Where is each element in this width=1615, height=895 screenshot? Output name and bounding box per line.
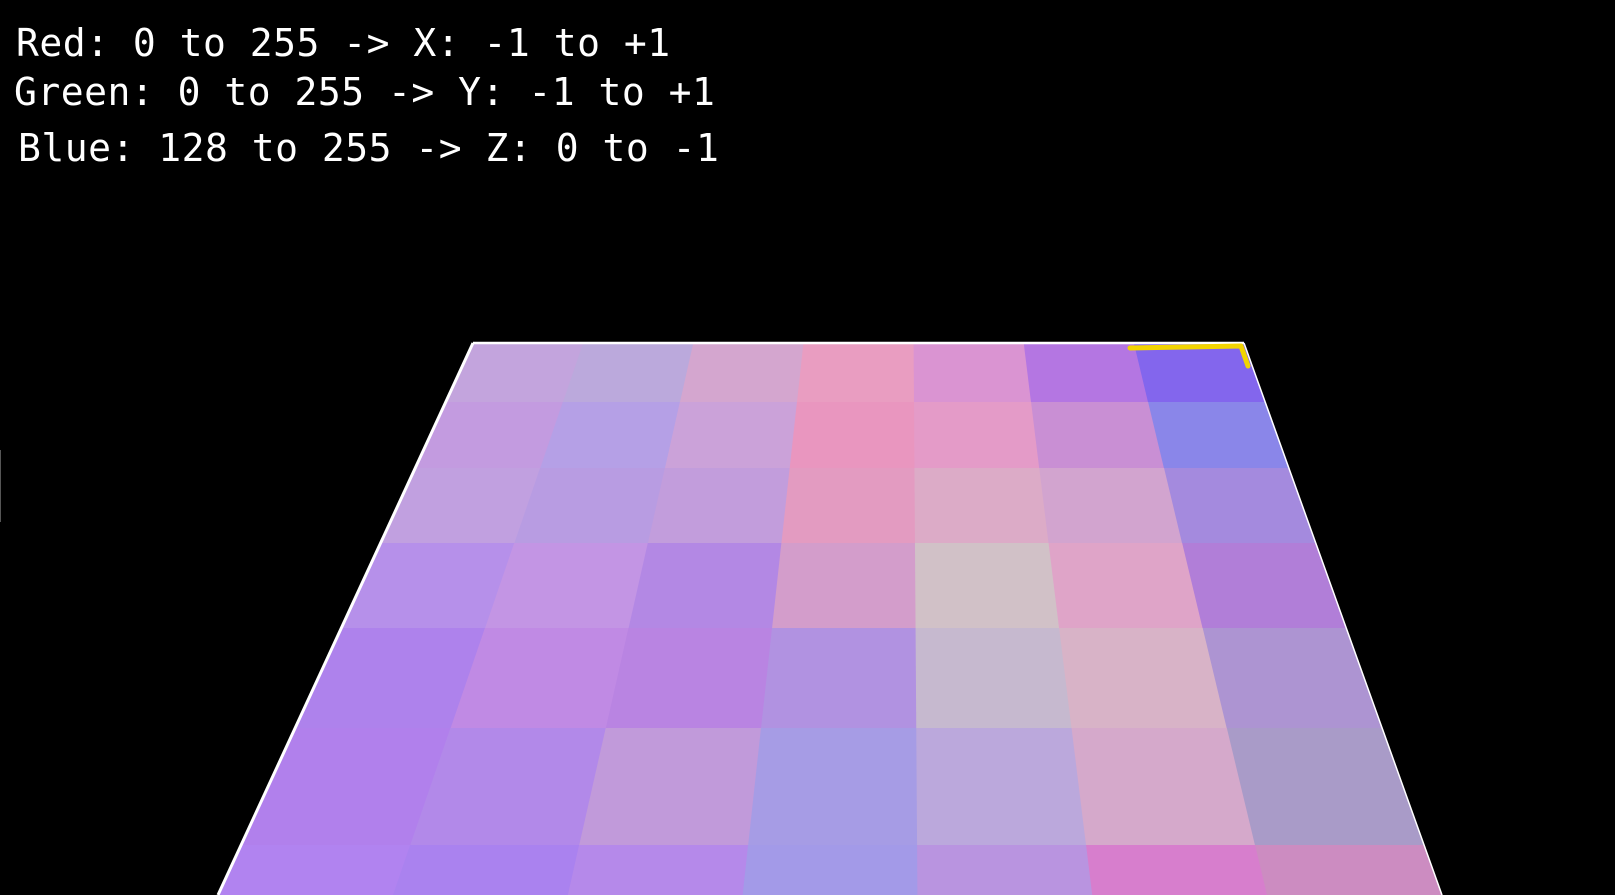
plane-tile (772, 543, 917, 629)
plane-tile (913, 343, 1032, 403)
plane-right-edge (1243, 342, 1443, 895)
plane-tile (917, 845, 1093, 895)
plane-tile (1086, 845, 1268, 895)
plane-tile (241, 728, 452, 846)
plane-tile (914, 468, 1050, 544)
plane-tile (579, 728, 762, 846)
plane-tile (914, 543, 1060, 629)
plane-tile (605, 628, 773, 729)
plane-tile (450, 628, 630, 729)
plane-tile (380, 468, 541, 544)
plane-tile (1059, 628, 1228, 729)
plane-tile (514, 468, 666, 544)
plane-tile (484, 543, 649, 629)
plane-tile (567, 845, 749, 895)
plane-tile (540, 402, 681, 469)
plane-tile (760, 628, 917, 729)
plane-tile (1048, 543, 1204, 629)
plane-tile (410, 728, 607, 846)
plane-tile (341, 543, 515, 629)
plane-tile (915, 628, 1073, 729)
plane-tile (679, 343, 805, 403)
plane-tile (445, 343, 584, 403)
plane-tile (295, 628, 486, 729)
plane-tile (664, 402, 798, 469)
plane-tile (796, 343, 915, 403)
text-cursor (0, 450, 1, 522)
plane-tile (1039, 468, 1183, 544)
plane-tile (1226, 728, 1425, 846)
plane-tile (1133, 343, 1266, 403)
plane-tile (1023, 343, 1149, 403)
corner-highlight-mark (1127, 343, 1251, 369)
plane-tile (742, 845, 919, 895)
legend-red-mapping: Red: 0 to 255 -> X: -1 to +1 (16, 21, 671, 65)
plane-tile (1255, 845, 1443, 895)
plane-tile (1148, 402, 1290, 469)
plane-tile (913, 402, 1040, 469)
legend-blue-mapping: Blue: 128 to 255 -> Z: 0 to -1 (18, 126, 720, 170)
plane-tile (781, 468, 916, 544)
plane-tiles (218, 343, 1443, 895)
plane-tile (647, 468, 791, 544)
plane-tile (916, 728, 1087, 846)
plane-tile (748, 728, 918, 846)
plane-tile (1164, 468, 1317, 544)
plane-tile (1202, 628, 1383, 729)
plane-left-edge (216, 342, 475, 895)
plane-tile (1031, 402, 1165, 469)
plane-tile (218, 845, 411, 895)
plane-tile (393, 845, 580, 895)
legend-green-mapping: Green: 0 to 255 -> Y: -1 to +1 (14, 70, 716, 114)
plane-tile (562, 343, 694, 403)
plane-tile (1182, 543, 1347, 629)
plane-tile (789, 402, 916, 469)
plane-tile (1071, 728, 1256, 846)
plane-tile (415, 402, 564, 469)
plane-tile (628, 543, 782, 629)
